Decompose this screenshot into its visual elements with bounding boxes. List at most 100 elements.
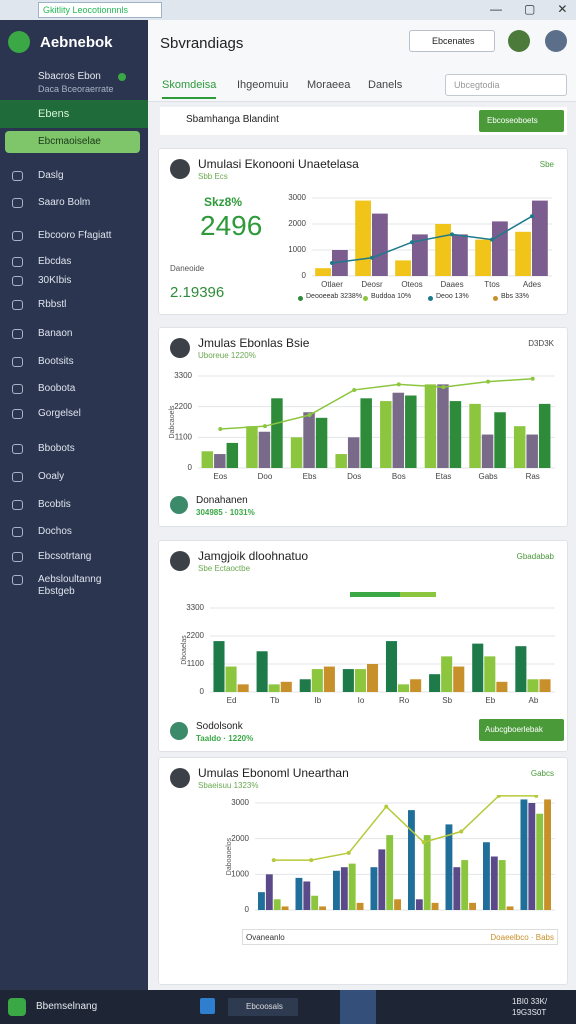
taskbar-start[interactable]: Bbemselnang (36, 1001, 98, 1012)
bar (311, 669, 323, 692)
avatar (170, 551, 190, 571)
bar (225, 666, 237, 692)
x-tick-label: Otlaer (321, 280, 343, 289)
bar (484, 656, 496, 692)
line-point (486, 379, 491, 384)
sidebar-item[interactable]: Ebcsotrtang (38, 551, 92, 562)
x-tick-label: Sb (442, 696, 452, 705)
sidebar-item[interactable]: Bbobots (38, 443, 75, 454)
bar (452, 234, 468, 276)
bar (385, 641, 398, 692)
line-point (396, 382, 401, 387)
card-button[interactable]: Aubcgboerlebak (479, 719, 564, 741)
sidebar-item[interactable]: Ebcdas (38, 256, 72, 267)
x-tick-label: Etas (435, 472, 451, 481)
avatar (508, 30, 530, 52)
avatar (170, 338, 190, 358)
bar (214, 454, 226, 468)
bar (423, 835, 431, 910)
legend-box (242, 929, 558, 945)
bar (449, 401, 462, 468)
x-tick-label: Ebs (303, 472, 317, 481)
bar (453, 666, 465, 692)
bar (441, 656, 453, 692)
bar (408, 810, 415, 910)
sidebar-item[interactable]: Ooaly (38, 471, 65, 482)
dropdown[interactable]: Ebcenates (409, 30, 495, 52)
taskbar-app[interactable]: Ebcoosals (228, 998, 298, 1016)
bar (481, 434, 494, 468)
bar (370, 867, 378, 910)
search-box[interactable]: Ubcegtodia (445, 74, 567, 96)
line-point (370, 255, 374, 260)
x-tick-label: Daaes (440, 280, 463, 289)
bar (415, 899, 423, 910)
sidebar-item[interactable]: 30KIbis (38, 275, 72, 286)
bar (532, 200, 548, 276)
sidebar-button[interactable]: Ebcmaoiselae (5, 131, 140, 153)
taskbar-active (340, 990, 376, 1024)
bar (412, 234, 428, 276)
line-point (534, 795, 539, 798)
bar (299, 679, 311, 692)
chart: 0 1000 2000 3000 Otlaer Deosr Oteos Daaes Ttos Ad… (288, 193, 552, 289)
sidebar-icon (12, 300, 23, 310)
x-tick-label: Ib (314, 696, 321, 705)
sidebar-item[interactable]: Saaro Bolm (38, 197, 91, 208)
sidebar-icon (12, 500, 23, 510)
bar (355, 200, 371, 276)
x-tick-label: Doo (258, 472, 273, 481)
legend-dot (298, 296, 303, 301)
legend-label: Buddoa 10% (371, 293, 412, 300)
legend-label: Deooeeab 3238% (306, 293, 363, 300)
bar (469, 902, 476, 910)
line-point (496, 795, 501, 798)
tab[interactable]: Moraeea (307, 79, 351, 91)
bar (394, 899, 401, 910)
bar (342, 669, 354, 692)
sidebar-item[interactable]: Daslg (38, 170, 64, 181)
avatar (170, 496, 188, 514)
bar (520, 799, 528, 910)
bar (332, 250, 348, 276)
legend-left: Ovaneanlo (246, 933, 285, 942)
line-point (530, 376, 535, 381)
sidebar-item[interactable]: Dochos (38, 526, 72, 537)
bar (201, 451, 214, 468)
card-badge: Gbadabab (516, 552, 554, 561)
sidebar-icon (12, 409, 23, 419)
active-item[interactable]: Ebens (0, 100, 148, 128)
sidebar-item[interactable]: Banaon (38, 328, 73, 339)
sidebar-item[interactable]: Bootsits (38, 356, 74, 367)
toolbar-button[interactable]: Ebcoseoboets (479, 110, 564, 132)
tab[interactable]: Ihgeomuiu (237, 79, 289, 91)
browser-tab[interactable]: Gkitlity Leocotionnnls (38, 2, 162, 18)
bar (303, 881, 311, 910)
sidebar-item[interactable]: Gorgelsel (38, 408, 81, 419)
sidebar-item[interactable]: Boobota (38, 383, 76, 394)
x-tick-label: Tb (270, 696, 280, 705)
bar (340, 867, 348, 910)
bar (380, 401, 392, 468)
bar (513, 426, 526, 468)
bar (472, 643, 484, 692)
tab[interactable]: Skomdeisa (162, 79, 217, 99)
y-tick-label: 1000 (288, 245, 306, 254)
bar (356, 902, 364, 910)
sidebar-icon (12, 552, 23, 562)
sidebar-item[interactable]: Ebcooro Ffagiatt (38, 230, 112, 241)
sidebar-item[interactable]: Aebsloultanng (38, 574, 102, 585)
sidebar-item[interactable]: Rbbstl (38, 299, 67, 310)
tab[interactable]: Danels (368, 79, 403, 91)
line (331, 215, 533, 264)
sidebar-item[interactable]: Ebstgeb (38, 586, 75, 597)
x-tick-label: Io (358, 696, 365, 705)
bar (453, 867, 461, 910)
legend-dot (428, 296, 433, 301)
card-subtitle: Uboreue 1220% (198, 351, 256, 360)
legend-label: Deoo 13% (436, 293, 469, 300)
sidebar-item[interactable]: Bcobtis (38, 499, 71, 510)
bar (335, 454, 347, 468)
legend-dot (363, 296, 368, 301)
chart: 0 1100 2200 3300 Dabcaoels Eos Doo Ebs Dos Bos Eta… (169, 371, 555, 481)
